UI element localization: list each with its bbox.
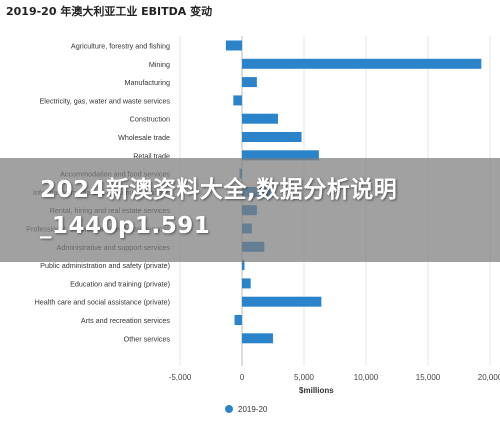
category-label: Construction	[130, 115, 170, 124]
x-tick-label: -5,000	[169, 373, 192, 382]
x-tick-label: 20,000	[478, 373, 500, 382]
x-tick-label: 0	[240, 373, 245, 382]
category-label: Manufacturing	[124, 78, 170, 87]
bar	[242, 278, 251, 289]
watermark-banner	[0, 158, 500, 262]
category-label: Mining	[149, 60, 170, 69]
category-label: Public administration and safety (privat…	[40, 261, 170, 270]
chart-title: 2019-20 年澳大利亚工业 EBITDA 变动	[6, 5, 213, 18]
bar	[233, 95, 242, 106]
bar	[242, 150, 319, 161]
category-label: Arts and recreation services	[81, 316, 170, 325]
bar	[242, 58, 482, 69]
category-label: Wholesale trade	[118, 133, 170, 142]
legend-label: 2019-20	[238, 405, 268, 414]
x-tick-label: 15,000	[416, 373, 441, 382]
bar	[242, 296, 322, 307]
bar	[242, 113, 278, 124]
bar	[242, 132, 302, 142]
x-axis-title: $millions	[299, 386, 334, 395]
bar	[225, 40, 242, 51]
x-tick-label: 5,000	[294, 373, 315, 382]
category-label: Education and training (private)	[70, 279, 170, 288]
bar	[234, 315, 242, 325]
x-tick-label: 10,000	[354, 373, 379, 382]
legend-marker	[225, 405, 233, 413]
category-label: Retail trade	[133, 151, 170, 160]
bar	[242, 333, 273, 344]
watermark-text: 2024新澳资料大全,数据分析说明_1440p1.591	[40, 177, 398, 239]
category-label: Other services	[124, 334, 171, 343]
bar	[242, 77, 257, 88]
category-label: Health care and social assistance (priva…	[35, 298, 170, 307]
bar	[242, 260, 245, 271]
category-label: Agriculture, forestry and fishing	[71, 42, 170, 51]
category-label: Electricity, gas, water and waste servic…	[40, 96, 171, 105]
